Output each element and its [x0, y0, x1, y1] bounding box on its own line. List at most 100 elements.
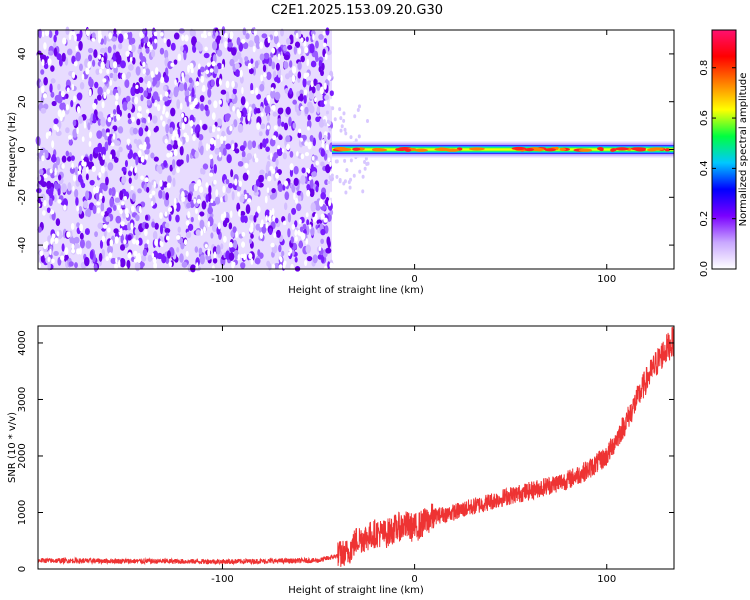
noise-gap — [159, 179, 163, 187]
noise-gap — [112, 61, 118, 69]
noise-blob — [214, 147, 220, 155]
noise-blob — [278, 244, 282, 253]
noise-gap — [166, 152, 171, 158]
noise-gap — [248, 27, 252, 34]
noise-gap — [47, 256, 51, 263]
noise-gap — [308, 224, 312, 230]
noise-blob — [326, 236, 331, 246]
noise-gap — [265, 215, 268, 222]
noise-gap — [164, 138, 168, 144]
noise-blob — [189, 83, 193, 92]
noise-gap — [147, 116, 151, 124]
noise-gap — [290, 263, 294, 272]
noise-gap — [246, 170, 250, 175]
noise-blob — [93, 263, 98, 273]
noise-blob — [231, 47, 237, 56]
noise-blob — [254, 60, 259, 69]
noise-blob — [191, 36, 197, 47]
tone-scatter-dot — [352, 173, 356, 178]
noise-blob — [284, 191, 290, 201]
tone-scatter-dot — [358, 169, 362, 174]
noise-gap — [75, 45, 78, 52]
noise-blob — [85, 173, 89, 181]
noise-blob — [197, 69, 201, 78]
noise-gap — [185, 250, 189, 257]
noise-blob — [299, 93, 304, 102]
noise-gap — [97, 29, 102, 37]
noise-blob — [274, 217, 279, 224]
noise-gap — [151, 190, 156, 196]
noise-blob — [118, 43, 123, 50]
noise-gap — [176, 133, 179, 141]
noise-blob — [97, 111, 104, 120]
noise-gap — [241, 38, 246, 44]
noise-blob — [285, 135, 291, 143]
noise-blob — [147, 254, 153, 262]
noise-gap — [312, 216, 317, 223]
noise-blob — [124, 159, 128, 168]
noise-gap — [50, 208, 53, 215]
noise-gap — [305, 212, 309, 218]
noise-blob — [293, 46, 298, 55]
noise-blob — [229, 247, 236, 253]
noise-blob — [321, 62, 325, 71]
noise-blob — [198, 134, 204, 141]
noise-blob — [76, 92, 83, 101]
noise-blob — [231, 190, 235, 201]
tone-scatter-dot — [333, 117, 337, 122]
noise-blob — [234, 148, 240, 154]
noise-blob — [183, 82, 188, 92]
noise-blob — [224, 193, 228, 203]
noise-gap — [196, 179, 202, 187]
noise-gap — [203, 226, 206, 234]
noise-gap — [263, 73, 267, 78]
noise-gap — [224, 41, 228, 49]
noise-blob — [248, 214, 255, 221]
noise-gap — [135, 253, 140, 261]
noise-blob — [151, 115, 158, 124]
noise-blob — [88, 78, 94, 88]
noise-blob — [291, 207, 297, 215]
noise-gap — [253, 153, 257, 159]
noise-blob — [283, 54, 290, 61]
noise-gap — [225, 80, 230, 89]
tone-scatter-dot — [328, 175, 332, 180]
noise-gap — [43, 42, 47, 50]
noise-gap — [85, 67, 90, 75]
noise-gap — [270, 242, 275, 248]
noise-blob — [135, 155, 139, 166]
noise-blob — [315, 40, 319, 49]
noise-blob — [154, 125, 159, 132]
noise-gap — [128, 44, 132, 52]
noise-gap — [121, 201, 125, 206]
noise-gap — [164, 211, 168, 217]
noise-blob — [318, 34, 324, 40]
noise-blob — [134, 261, 141, 272]
noise-blob — [236, 185, 242, 192]
noise-gap — [271, 263, 276, 270]
noise-blob — [131, 57, 136, 65]
noise-blob — [162, 96, 169, 102]
noise-gap — [135, 239, 140, 246]
noise-gap — [183, 239, 188, 246]
noise-blob — [47, 50, 54, 56]
noise-gap — [213, 100, 218, 109]
noise-blob — [310, 60, 317, 68]
noise-gap — [300, 153, 305, 160]
noise-blob — [87, 47, 94, 54]
noise-gap — [206, 62, 211, 67]
tone-scatter-dot — [345, 168, 349, 173]
noise-gap — [138, 205, 142, 214]
colorbar-ticks: 0.0 0.2 0.4 0.6 0.8 — [699, 60, 736, 277]
noise-blob — [84, 228, 90, 235]
colorbar-tick-label: 0.4 — [699, 160, 710, 176]
noise-gap — [291, 74, 296, 83]
tone-scatter-dot — [335, 174, 339, 179]
noise-gap — [40, 85, 45, 94]
noise-gap — [256, 205, 261, 214]
noise-blob — [114, 197, 121, 203]
noise-gap — [247, 62, 252, 70]
noise-blob — [311, 86, 316, 94]
noise-gap — [193, 97, 199, 106]
tone-hotspot — [524, 148, 535, 152]
